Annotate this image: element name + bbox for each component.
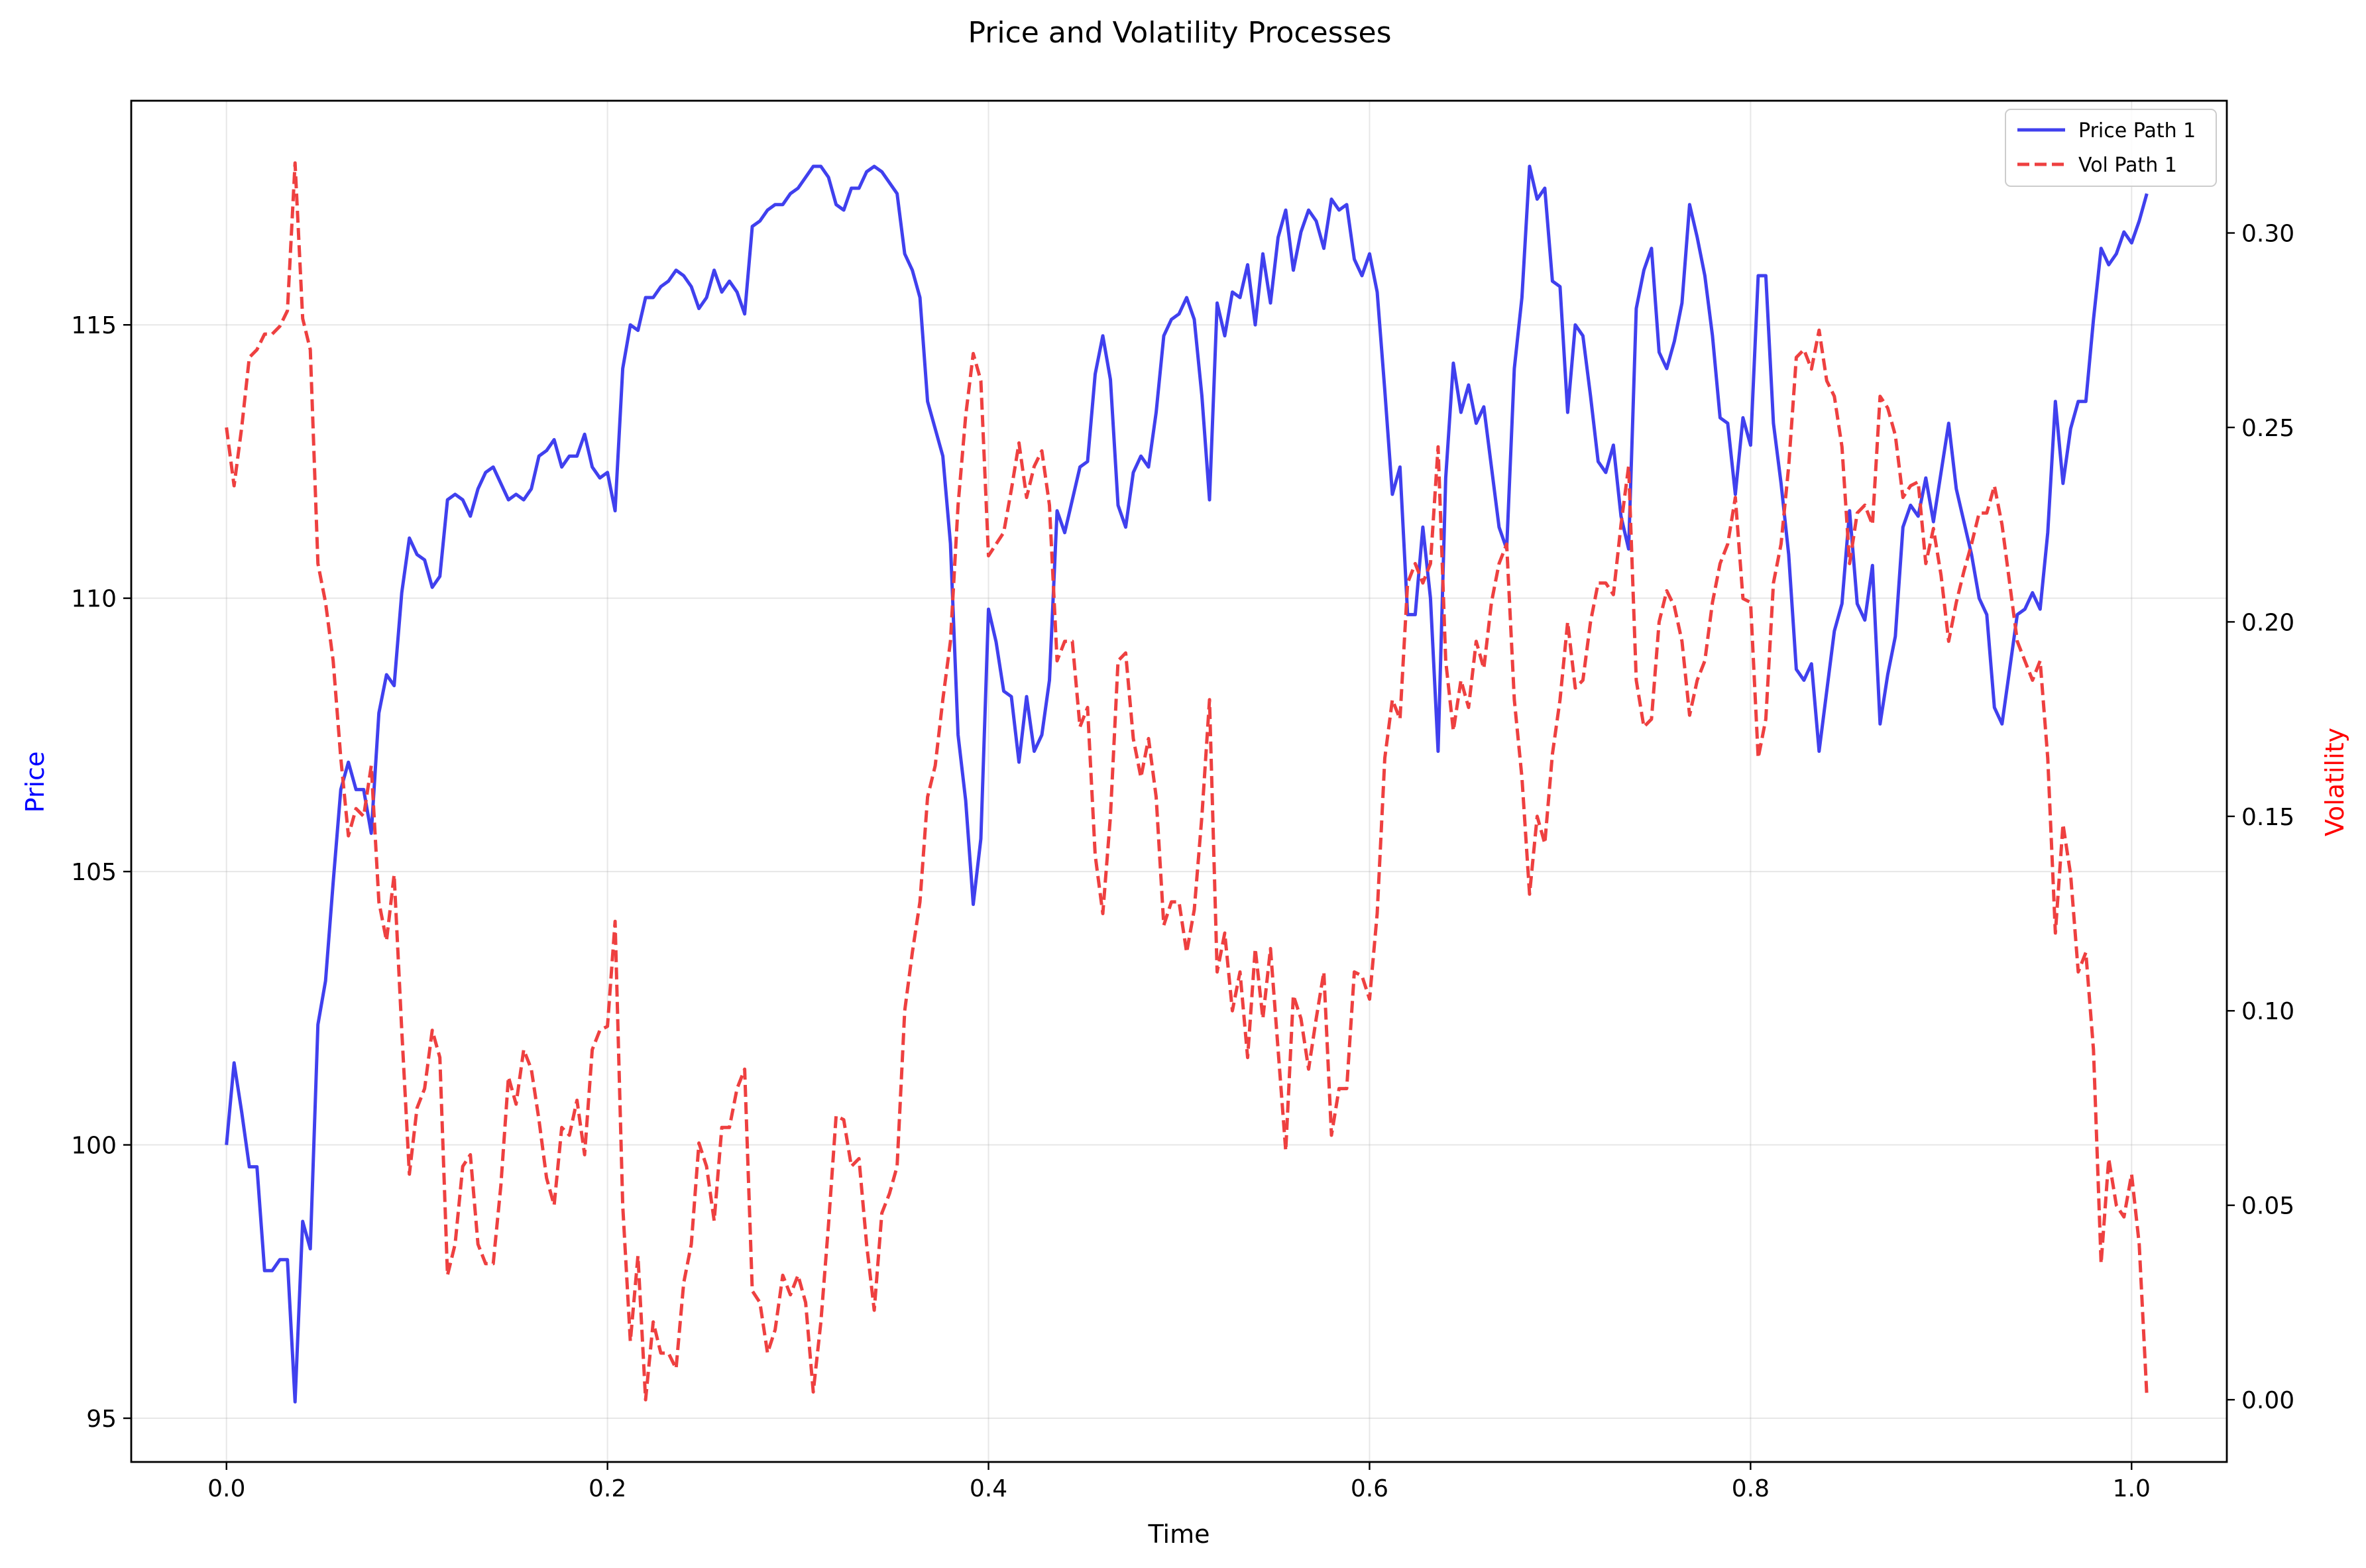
left-y-axis-ticks: 95 100 105 110 115: [71, 312, 131, 1433]
vol-path-1-line: [225, 161, 2149, 1402]
left-y-tick-label: 100: [71, 1133, 117, 1160]
left-y-tick-label: 105: [71, 859, 117, 886]
right-y-tick-label: 0.15: [2241, 804, 2294, 831]
plot-frame: [130, 99, 2228, 1463]
price-path-1-line: [225, 164, 2149, 1404]
chart-title: Price and Volatility Processes: [968, 16, 1392, 50]
x-axis-ticks: 0.0 0.2 0.4 0.6 0.8 1.0: [207, 1462, 2151, 1502]
x-tick-label: 0.8: [1732, 1475, 1770, 1502]
legend-vol-label: Vol Path 1: [2078, 154, 2177, 177]
right-y-tick-label: 0.10: [2241, 998, 2294, 1025]
grid: [131, 101, 2227, 1462]
x-axis-label: Time: [1148, 1520, 1210, 1549]
left-y-axis-label: Price: [21, 752, 50, 813]
x-tick-label: 0.4: [970, 1475, 1007, 1502]
right-y-axis-label: Volatility: [2320, 728, 2349, 836]
left-y-tick-label: 110: [71, 586, 117, 613]
right-y-axis-ticks: 0.00 0.05 0.10 0.15 0.20 0.25 0.30: [2227, 221, 2294, 1414]
right-y-tick-label: 0.00: [2241, 1387, 2294, 1414]
x-tick-label: 0.2: [589, 1475, 626, 1502]
x-tick-label: 0.0: [207, 1475, 245, 1502]
left-y-tick-label: 95: [86, 1406, 117, 1433]
right-y-tick-label: 0.20: [2241, 609, 2294, 636]
plot-series: [225, 161, 2149, 1404]
legend: Price Path 1 Vol Path 1: [2005, 109, 2217, 187]
left-y-tick-label: 115: [71, 312, 117, 339]
legend-price-label: Price Path 1: [2078, 119, 2196, 142]
right-y-tick-label: 0.05: [2241, 1193, 2294, 1220]
x-tick-label: 1.0: [2113, 1475, 2151, 1502]
right-y-tick-label: 0.30: [2241, 221, 2294, 248]
right-y-tick-label: 0.25: [2241, 415, 2294, 442]
x-tick-label: 0.6: [1351, 1475, 1388, 1502]
